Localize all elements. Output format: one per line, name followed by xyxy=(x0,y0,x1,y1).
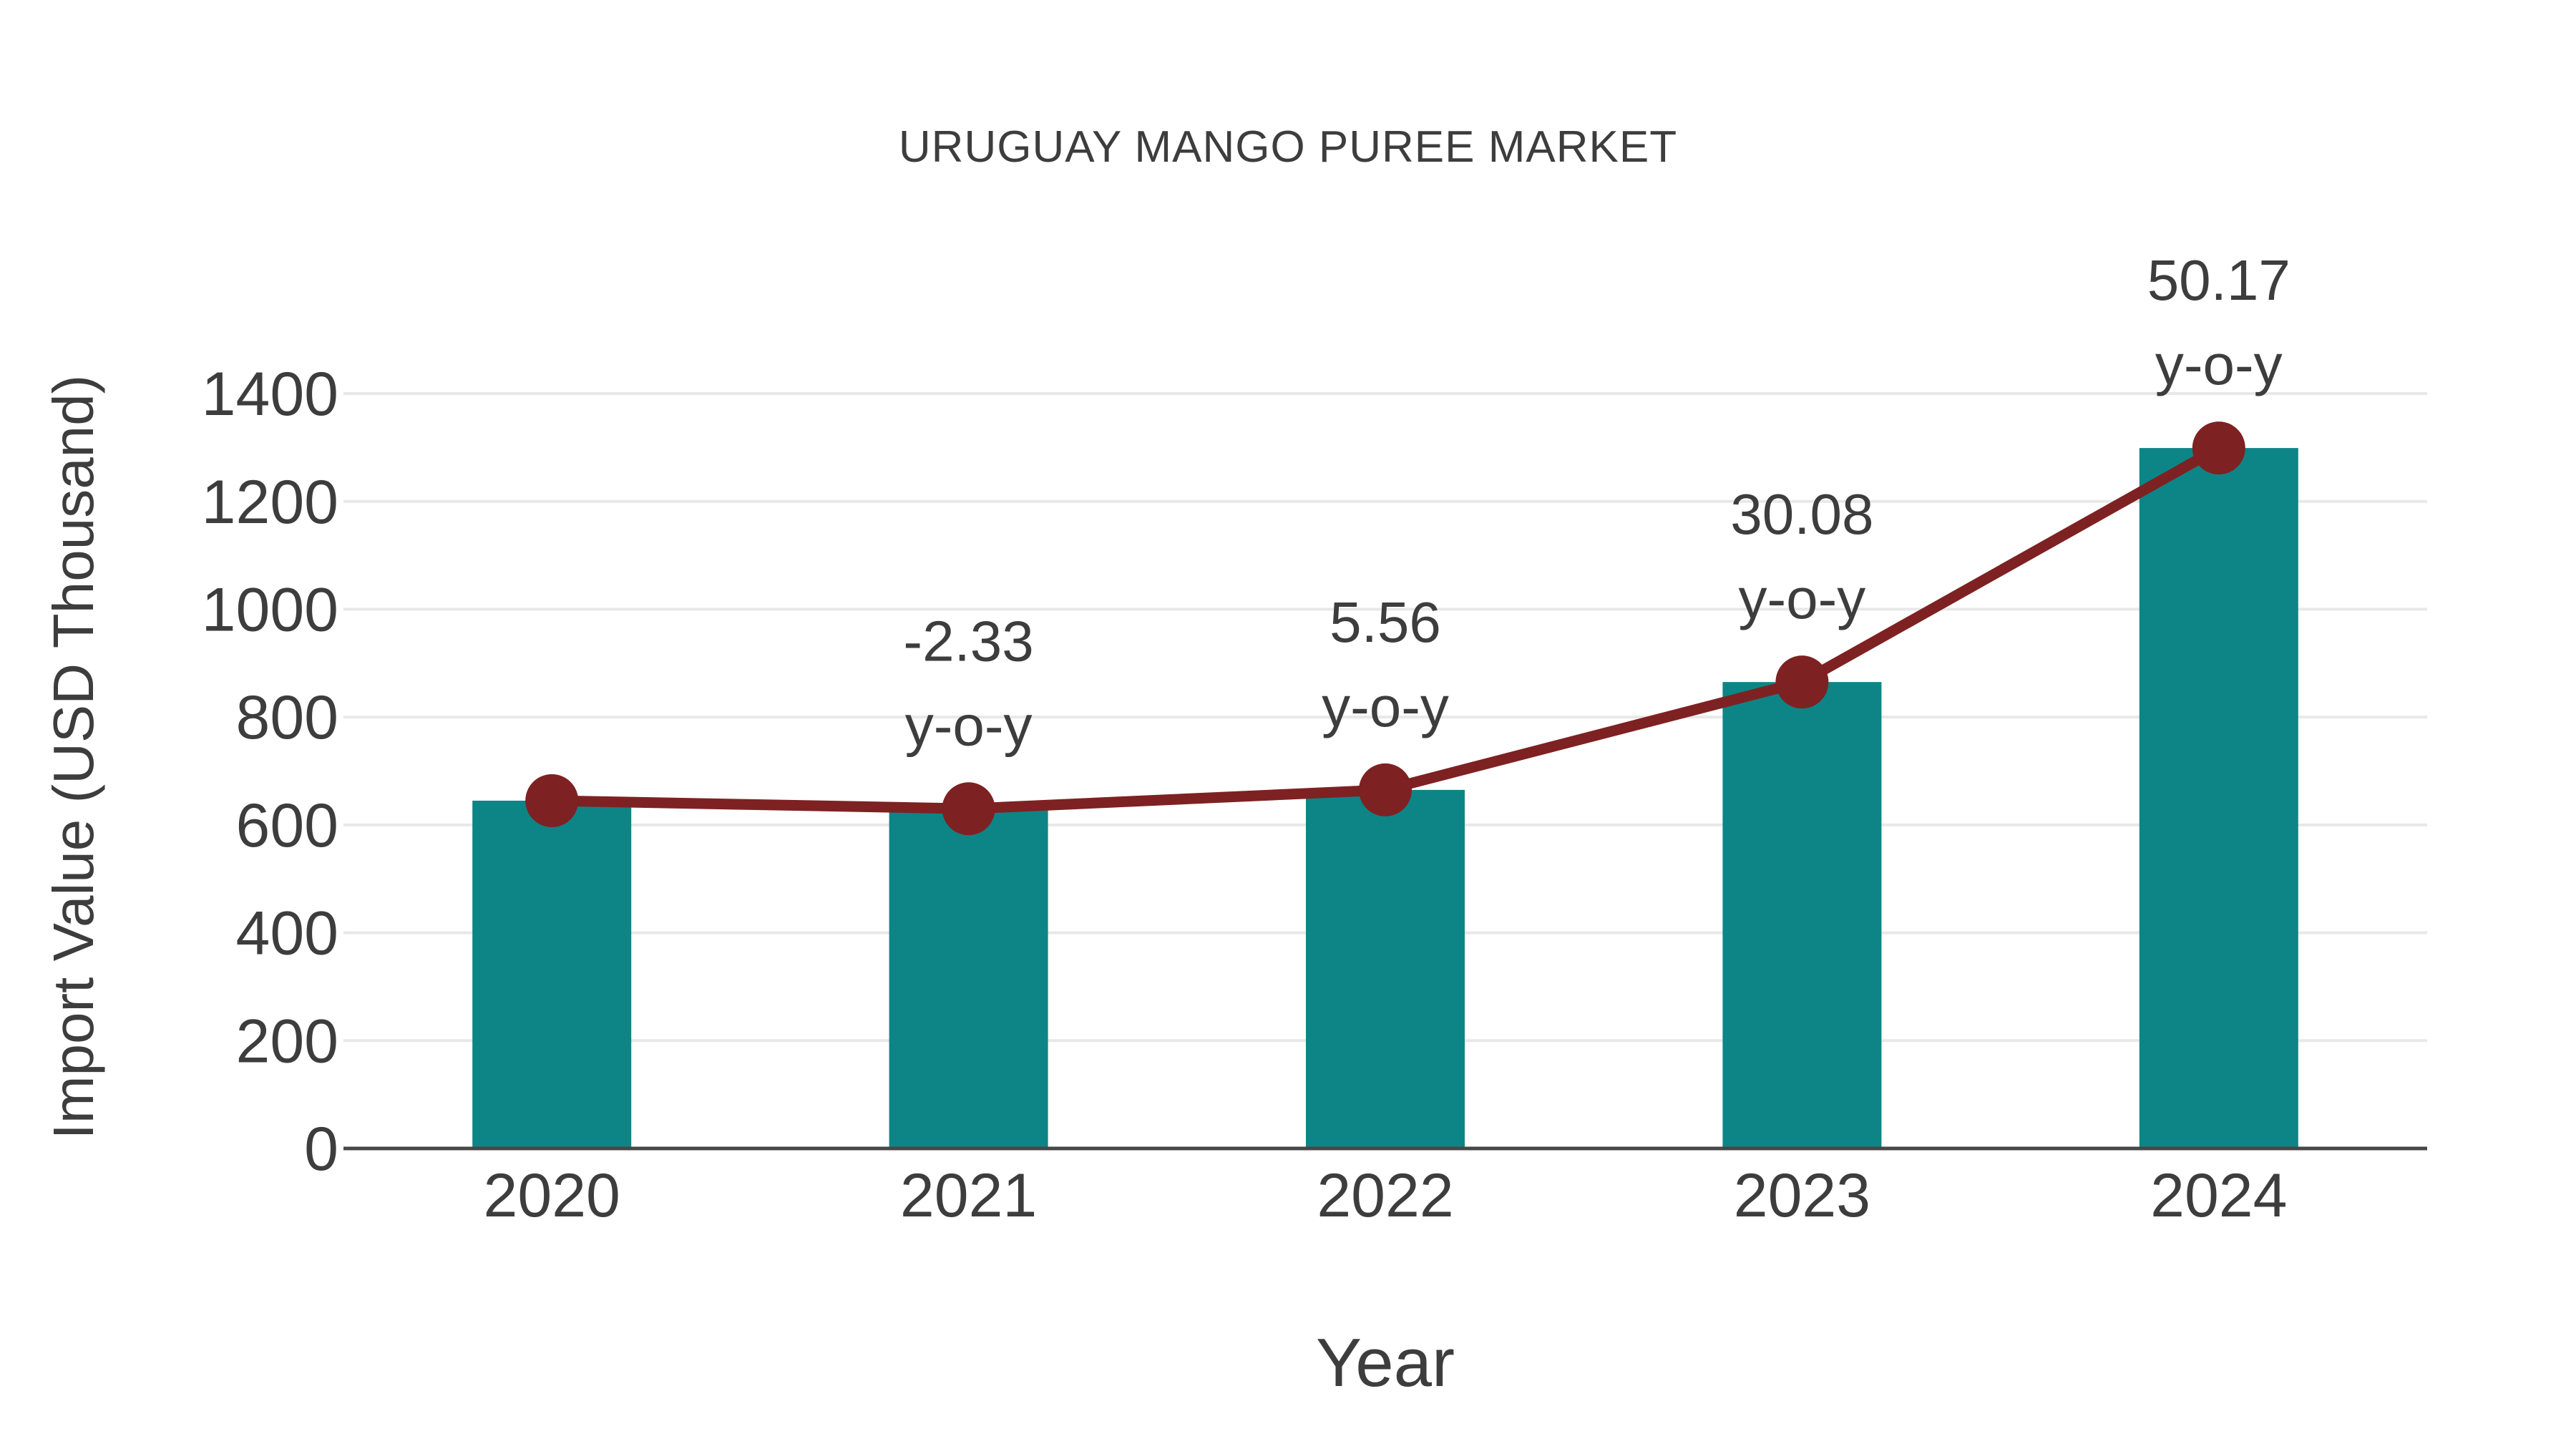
y-tick-label: 1200 xyxy=(202,468,338,537)
data-point-marker xyxy=(942,782,995,836)
y-axis-title: Import Value (USD Thousand) xyxy=(42,374,105,1140)
y-tick-label: 1400 xyxy=(202,360,338,429)
bar xyxy=(1722,682,1882,1148)
y-tick-label: 600 xyxy=(236,791,339,860)
x-tick-label: 2023 xyxy=(1734,1161,1870,1230)
annotation-value: -2.33 xyxy=(903,609,1033,673)
annotation-suffix: y-o-y xyxy=(1322,675,1449,738)
annotation-value: 5.56 xyxy=(1330,590,1441,654)
y-tick-label: 800 xyxy=(236,683,339,752)
annotation-suffix: y-o-y xyxy=(1739,567,1866,630)
annotation-value: 30.08 xyxy=(1730,482,1873,546)
y-tick-label: 0 xyxy=(304,1115,338,1184)
bar xyxy=(1306,789,1465,1148)
y-tick-label: 400 xyxy=(236,899,339,968)
x-axis-title: Year xyxy=(1316,1324,1455,1401)
bar xyxy=(472,800,632,1148)
x-tick-label: 2020 xyxy=(484,1161,620,1230)
x-tick-label: 2024 xyxy=(2150,1161,2287,1230)
annotation-suffix: y-o-y xyxy=(2155,333,2283,396)
y-tick-label: 1000 xyxy=(202,576,338,645)
x-tick-label: 2021 xyxy=(900,1161,1037,1230)
data-point-marker xyxy=(1359,763,1412,816)
data-point-marker xyxy=(1775,655,1829,709)
data-point-marker xyxy=(2192,421,2245,475)
bar xyxy=(889,809,1048,1148)
annotation-value: 50.17 xyxy=(2147,248,2290,312)
x-tick-label: 2022 xyxy=(1317,1161,1453,1230)
data-point-marker xyxy=(525,774,579,827)
annotation-suffix: y-o-y xyxy=(905,693,1033,757)
bar xyxy=(2139,448,2298,1148)
chart-title: URUGUAY MANGO PUREE MARKET xyxy=(898,122,1678,172)
y-tick-label: 200 xyxy=(236,1007,339,1075)
